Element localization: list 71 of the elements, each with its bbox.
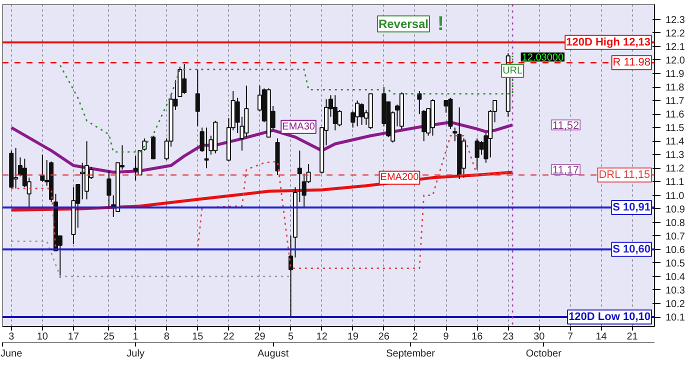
candlestick	[151, 135, 156, 160]
x-tick-label: 9	[443, 332, 450, 342]
x-tick-label: 30	[534, 332, 546, 342]
x-tick-label: 14	[596, 332, 608, 342]
x-tick-label: 23	[502, 332, 514, 342]
candlestick	[195, 68, 200, 127]
y-tick-label: 11.9	[666, 69, 685, 80]
candlestick	[204, 127, 209, 169]
x-tick-label: 2	[412, 332, 418, 342]
ref-line-label: S 10,60	[612, 243, 650, 256]
ref-line-label: S 10,91	[612, 201, 650, 214]
y-tick-label: 10.8	[666, 218, 686, 229]
x-tick-label: 21	[626, 332, 638, 342]
x-tick-label: 19	[347, 332, 359, 342]
y-tick-label: 11.1	[666, 177, 685, 188]
annotation: 12.03000	[522, 52, 564, 64]
y-tick-label: 11.2	[666, 164, 685, 175]
x-tick-label: 15	[192, 332, 204, 342]
x-tick-label: 7	[567, 332, 574, 342]
annotation: Reversal	[378, 16, 429, 31]
annotation: 11,52	[552, 120, 580, 132]
y-tick-label: 11.6	[666, 110, 685, 121]
x2-tick-label: August	[257, 348, 289, 360]
x-tick-label: 16	[472, 332, 484, 342]
x-tick-label: 3	[8, 332, 15, 342]
x-tick-label: 5	[288, 332, 294, 342]
series-label: URL	[502, 65, 524, 76]
y-tick-label: 11.0	[666, 190, 685, 202]
ref-line-label: R 11.98	[612, 56, 651, 69]
y-tick-label: 10.6	[666, 244, 686, 256]
x-tick-label: 12	[316, 332, 328, 342]
y-tick-label: 11.4	[666, 136, 685, 148]
x-tick-label: 1	[132, 332, 139, 342]
y-tick-label: 11.3	[666, 150, 685, 162]
y-tick-label: 12.2	[666, 28, 686, 40]
x-tick-label: 17	[68, 332, 80, 342]
ref-line-label: 120D High 12,13	[566, 36, 650, 48]
y-tick-label: 10.9	[666, 204, 686, 216]
y-tick-label: 10.7	[666, 231, 686, 242]
y-tick-label: 12.3	[666, 14, 686, 26]
candlestick	[80, 162, 85, 200]
x-tick-label: 25	[103, 332, 115, 342]
x-tick-label: 8	[164, 332, 170, 342]
series-label: EMA200	[380, 172, 420, 184]
x2-tick-label: September	[386, 348, 436, 360]
candlestick	[474, 138, 480, 170]
y-tick-label: 12.1	[666, 42, 686, 53]
x2-tick-label: June	[0, 348, 23, 360]
x2-tick-label: October	[526, 348, 562, 360]
y-tick-label: 10.2	[666, 299, 686, 310]
candlestick	[106, 170, 112, 208]
annotation: 11,17	[552, 164, 580, 177]
x-tick-label: 29	[254, 332, 266, 342]
y-tick-label: 10.5	[666, 258, 686, 270]
y-tick-label: 11.5	[666, 123, 685, 134]
candlestick	[359, 102, 364, 126]
y-tick-label: 10.4	[666, 272, 686, 283]
y-tick-label: 10.1	[666, 312, 686, 324]
y-tick-label: 11.8	[666, 82, 685, 94]
annotation: !	[437, 12, 444, 35]
candlestick	[337, 110, 342, 127]
y-tick-label: 11.7	[666, 96, 685, 108]
x2-tick-label: July	[126, 348, 144, 360]
ref-line-label: DRL 11,15	[598, 168, 650, 181]
y-tick-label: 12.0	[666, 55, 686, 66]
x-tick-label: 22	[223, 332, 235, 342]
series-label: EMA30	[282, 121, 316, 132]
x-tick-label: 10	[36, 332, 48, 342]
ref-line-label: 120D Low 10,10	[568, 311, 651, 324]
y-tick-label: 10.3	[666, 285, 686, 296]
x-tick-label: 26	[378, 332, 390, 342]
